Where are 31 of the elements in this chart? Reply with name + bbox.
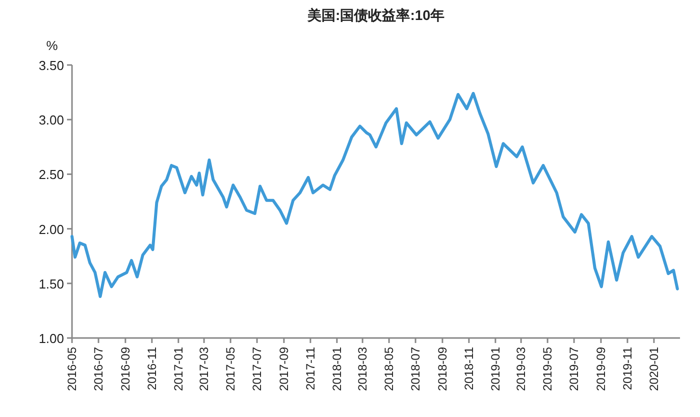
x-tick-label: 2017-05 (224, 346, 238, 392)
x-tick-label: 2019-11 (620, 346, 634, 390)
x-tick-label: 2016-07 (91, 346, 106, 392)
x-tick-label: 2016-09 (118, 346, 132, 392)
y-axis-title: % (46, 38, 58, 53)
y-tick-label: 2.00 (38, 222, 64, 237)
x-tick-label: 2018-05 (382, 346, 396, 392)
x-tick-label: 2019-01 (488, 346, 502, 392)
x-tick-label: 2018-07 (408, 346, 423, 392)
y-tick-label: 3.00 (38, 112, 64, 128)
y-tick-label: 3.50 (38, 58, 64, 73)
x-tick-label: 2018-11 (462, 346, 476, 390)
y-tick-label: 1.50 (38, 276, 64, 292)
x-tick-label: 2018-09 (435, 346, 450, 392)
x-tick-label: 2019-03 (514, 346, 528, 392)
x-tick-label: 2018-01 (330, 346, 344, 392)
x-tick-label: 2016-11 (144, 346, 159, 390)
x-tick-label: 2017-03 (197, 346, 212, 392)
x-tick-label: 2017-09 (276, 346, 291, 392)
x-tick-label: 2019-07 (567, 346, 582, 392)
x-tick-label: 2019-05 (540, 346, 555, 392)
x-tick-label: 2017-07 (250, 346, 264, 392)
x-tick-label: 2017-01 (171, 346, 186, 392)
x-tick-label: 2016-05 (65, 346, 79, 392)
x-tick-label: 2020-01 (646, 346, 661, 392)
x-tick-label: 2017-11 (303, 346, 318, 390)
x-tick-label: 2019-09 (594, 346, 608, 392)
y-tick-label: 1.00 (38, 331, 64, 346)
chart-title: 美国:国债收益率:10年 (306, 7, 444, 23)
x-tick-label: 2018-03 (356, 346, 370, 392)
y-tick-label: 2.50 (38, 167, 64, 182)
